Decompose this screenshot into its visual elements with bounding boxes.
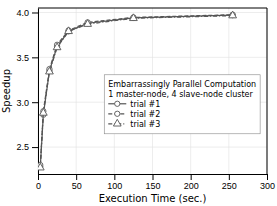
grid-line xyxy=(38,8,39,174)
legend: Embarrassingly Parallel Computation1 mas… xyxy=(104,75,260,134)
grid-line xyxy=(267,8,268,174)
tick-label: 3.5 xyxy=(16,53,29,63)
tick-mark xyxy=(38,174,39,180)
y-axis: 2.5 3.0 3.5 4.0 xyxy=(16,8,38,175)
chart: 0 50 100 150 200 250 300 2.5 3.0 3.5 4.0 Embarrassi… xyxy=(0,0,277,206)
frame xyxy=(38,8,267,9)
tick-mark xyxy=(114,174,115,180)
tick-label: 200 xyxy=(184,181,199,191)
point xyxy=(53,43,61,50)
legend-label: trial #2 xyxy=(130,110,160,119)
tick: 200 xyxy=(184,174,199,191)
point xyxy=(38,163,44,170)
tick-mark xyxy=(76,174,77,180)
tick: 4.0 xyxy=(16,8,38,18)
axis-line xyxy=(38,9,39,175)
tick-label: 4.0 xyxy=(16,8,29,18)
tick-label: 50 xyxy=(72,181,82,191)
tick: 250 xyxy=(222,174,237,191)
tick: 3.5 xyxy=(16,53,38,63)
legend-label: trial #3 xyxy=(130,120,160,129)
tick-label: 300 xyxy=(260,181,275,191)
point xyxy=(65,27,73,34)
point xyxy=(84,20,92,27)
tick: 100 xyxy=(107,174,122,191)
tick: 2.5 xyxy=(16,142,38,152)
tick-mark xyxy=(32,57,38,58)
x-axis: 0 50 100 150 200 250 300 xyxy=(36,174,275,191)
tick: 50 xyxy=(72,174,82,191)
tick-mark xyxy=(191,174,192,180)
legend-box xyxy=(104,75,260,134)
x-axis-title: Execution Time (sec.) xyxy=(99,193,207,204)
tick: 150 xyxy=(145,174,160,191)
tick: 3.0 xyxy=(16,98,38,108)
tick-mark xyxy=(32,147,38,148)
tick-label: 150 xyxy=(145,181,160,191)
frame xyxy=(267,8,268,174)
tick-label: 2.5 xyxy=(16,142,29,152)
point xyxy=(39,109,47,116)
point xyxy=(46,67,54,74)
tick-label: 0 xyxy=(36,181,41,191)
tick: 300 xyxy=(260,174,275,191)
tick-label: 250 xyxy=(222,181,237,191)
legend-marker xyxy=(115,101,120,106)
legend-marker xyxy=(115,111,120,116)
legend-label: trial #1 xyxy=(130,100,160,109)
y-axis-title: Speedup xyxy=(1,69,12,113)
point xyxy=(229,11,237,18)
tick: 0 xyxy=(36,174,41,191)
grid-line xyxy=(76,8,77,174)
legend-title: Embarrassingly Parallel Computation xyxy=(108,80,256,89)
plot: 0 50 100 150 200 250 300 2.5 3.0 3.5 4.0 Embarrassi… xyxy=(16,8,275,192)
tick-mark xyxy=(267,174,268,180)
tick-label: 100 xyxy=(107,181,122,191)
tick-mark xyxy=(153,174,154,180)
tick-mark xyxy=(32,12,38,13)
legend-marker xyxy=(113,119,121,126)
legend-title: 1 master-node, 4 slave-node cluster xyxy=(108,90,253,99)
grid xyxy=(38,8,267,174)
tick-mark xyxy=(229,174,230,180)
point xyxy=(130,14,138,21)
tick-mark xyxy=(32,102,38,103)
tick-label: 3.0 xyxy=(16,98,29,108)
